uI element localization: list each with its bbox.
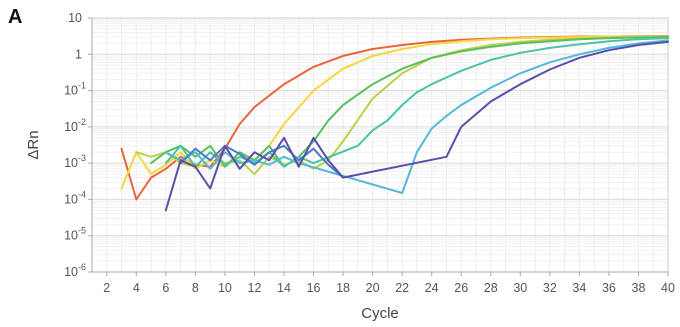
- x-tick-label: 6: [162, 281, 169, 295]
- y-tick-label: 10-1: [64, 81, 86, 98]
- series-line-1: [120, 35, 669, 201]
- grid: [91, 18, 669, 273]
- x-tick-label: 14: [277, 281, 291, 295]
- panel-label: A: [8, 6, 23, 28]
- x-tick-labels: 2 4 6 8 10 12 14 16 18 20 22 24 26 28 30 32 34 36 38 40: [103, 281, 675, 295]
- y-tick-label: 1: [75, 47, 82, 61]
- series-line-2: [120, 35, 669, 190]
- axes: [88, 17, 669, 276]
- x-axis-title: Cycle: [361, 305, 399, 322]
- series-line-4: [150, 36, 669, 168]
- series-lines: [120, 35, 669, 212]
- x-tick-label: 18: [336, 281, 350, 295]
- y-tick-labels: 10 1 10-1 10-2 10-3 10-4 10-5 10-6: [64, 11, 86, 279]
- series-line-8: [164, 40, 669, 212]
- series-line-6: [164, 39, 669, 194]
- x-tick-label: 38: [632, 281, 646, 295]
- x-tick-label: 20: [366, 281, 380, 295]
- x-tick-label: 28: [484, 281, 498, 295]
- y-tick-label: 10-3: [64, 153, 86, 170]
- series-line-5: [164, 37, 669, 168]
- x-tick-label: 24: [425, 281, 439, 295]
- x-tick-label: 34: [572, 281, 586, 295]
- x-tick-label: 16: [307, 281, 321, 295]
- y-tick-label: 10-4: [64, 189, 86, 206]
- x-tick-label: 12: [248, 281, 262, 295]
- x-tick-label: 10: [218, 281, 232, 295]
- y-tick-label: 10-5: [64, 226, 86, 243]
- series-line-7: [179, 144, 345, 179]
- y-tick-label: 10-6: [64, 262, 86, 279]
- x-tick-label: 22: [395, 281, 409, 295]
- y-tick-label: 10: [68, 11, 82, 25]
- x-tick-label: 26: [454, 281, 468, 295]
- y-axis-title: ΔRn: [25, 130, 42, 159]
- x-tick-label: 8: [192, 281, 199, 295]
- y-tick-label: 10-2: [64, 117, 86, 134]
- x-tick-label: 4: [133, 281, 140, 295]
- x-tick-label: 40: [661, 281, 675, 295]
- x-tick-label: 32: [543, 281, 557, 295]
- x-tick-label: 2: [103, 281, 110, 295]
- x-tick-label: 36: [602, 281, 616, 295]
- x-tick-label: 30: [513, 281, 527, 295]
